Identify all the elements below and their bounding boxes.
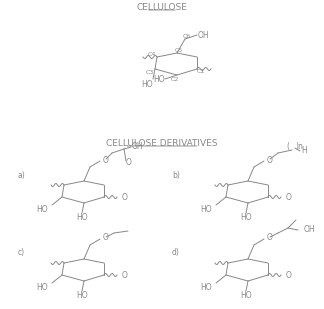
Text: HO: HO <box>153 74 165 83</box>
Text: OH: OH <box>132 142 144 150</box>
Text: CELLULOSE DERIVATIVES: CELLULOSE DERIVATIVES <box>106 138 218 147</box>
Text: C2: C2 <box>171 77 179 82</box>
Text: C5: C5 <box>175 48 183 53</box>
Text: C6: C6 <box>183 33 191 39</box>
Text: HO: HO <box>76 291 88 300</box>
Text: HO: HO <box>240 291 252 300</box>
Text: O: O <box>122 270 128 280</box>
Text: HO: HO <box>76 214 88 222</box>
Text: C3: C3 <box>146 70 154 74</box>
Text: b): b) <box>172 171 180 180</box>
Text: OH: OH <box>304 226 316 235</box>
Text: O: O <box>122 193 128 201</box>
Text: OH: OH <box>197 31 209 40</box>
Text: )n: )n <box>295 142 303 150</box>
Text: O: O <box>267 155 273 164</box>
Text: O: O <box>126 158 132 167</box>
Text: CELLULOSE: CELLULOSE <box>136 2 188 11</box>
Text: HO: HO <box>36 205 48 214</box>
Text: O: O <box>286 270 292 280</box>
Text: O: O <box>286 193 292 201</box>
Text: c): c) <box>18 248 25 257</box>
Text: C1: C1 <box>197 69 205 74</box>
Text: HO: HO <box>141 79 153 88</box>
Text: O: O <box>103 234 109 243</box>
Text: HO: HO <box>200 205 212 214</box>
Text: C4: C4 <box>148 52 156 57</box>
Text: d): d) <box>172 248 180 257</box>
Text: HO: HO <box>36 282 48 291</box>
Text: H: H <box>301 146 307 154</box>
Text: (: ( <box>286 142 289 150</box>
Text: O: O <box>103 155 109 164</box>
Text: O: O <box>267 234 273 243</box>
Text: a): a) <box>18 171 26 180</box>
Text: HO: HO <box>240 214 252 222</box>
Text: HO: HO <box>200 282 212 291</box>
